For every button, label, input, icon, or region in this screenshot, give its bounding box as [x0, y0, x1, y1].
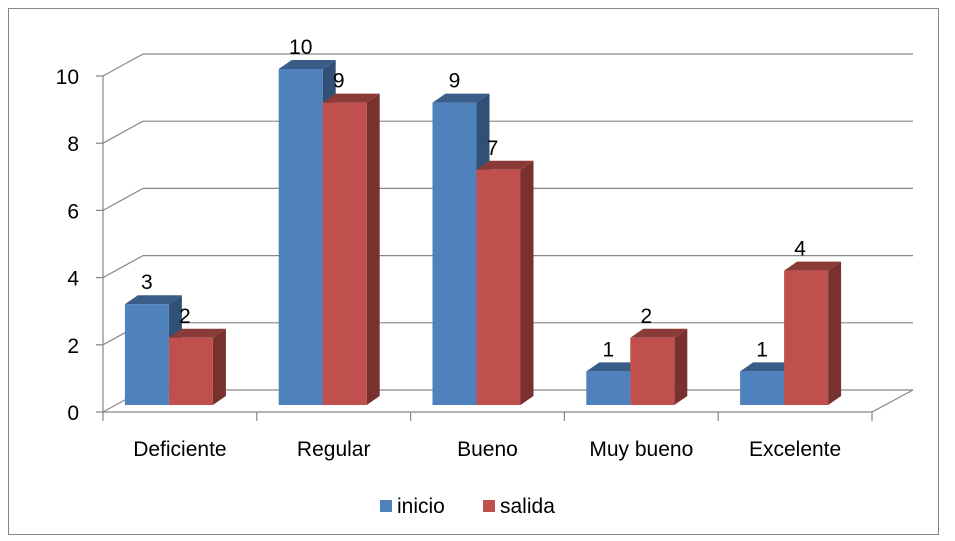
- data-label: 7: [487, 137, 499, 160]
- gridline-side: [102, 53, 144, 77]
- bar-front-face: [740, 371, 785, 405]
- bar-top-face: [630, 328, 688, 338]
- data-label: 10: [289, 36, 312, 59]
- floor-right-edge: [871, 389, 914, 413]
- x-category-label: Regular: [297, 438, 371, 461]
- bar-side-face: [212, 328, 226, 405]
- gridline-side: [102, 187, 144, 211]
- gridline-side: [102, 255, 144, 279]
- y-tick-label: 8: [67, 133, 79, 156]
- bar-front-face: [432, 102, 477, 405]
- gridline-side: [102, 120, 144, 144]
- data-label: 2: [640, 305, 652, 328]
- bar-top-face: [278, 60, 336, 69]
- y-tick-label: 6: [67, 200, 79, 223]
- bar-front-face: [586, 371, 631, 405]
- legend-item-salida: salida: [483, 495, 555, 518]
- bar-side-face: [828, 261, 842, 405]
- bar-front-face: [168, 337, 213, 405]
- legend-label: inicio: [397, 495, 445, 518]
- bar-top-face: [322, 93, 380, 103]
- bar-salida: [322, 93, 380, 405]
- bar-front-face: [476, 169, 521, 405]
- legend-swatch: [380, 500, 392, 512]
- bar-side-face: [520, 160, 534, 405]
- y-tick-label: 0: [67, 402, 79, 425]
- x-category-label: Excelente: [749, 438, 841, 461]
- axes: 0 2 4 6 8 10 Deficiente Regular Bueno Muy bueno Ex…: [56, 66, 873, 461]
- legend-item-inicio: inicio: [380, 495, 445, 518]
- y-tick-label: 2: [67, 335, 79, 358]
- bar-side-face: [366, 93, 380, 405]
- data-label: 1: [756, 338, 768, 361]
- data-label: 4: [794, 238, 806, 261]
- bar-side-face: [674, 328, 688, 405]
- bar-top-face: [432, 93, 490, 103]
- data-label: 9: [449, 70, 461, 93]
- bar-front-face: [322, 102, 367, 405]
- bars: [124, 60, 842, 405]
- bar-salida: [784, 261, 842, 405]
- data-labels: 3 2 10 9 9 7 1 2 1 4: [141, 36, 806, 361]
- bar-top-face: [784, 261, 842, 271]
- y-tick-label: 4: [67, 268, 79, 291]
- bar-front-face: [278, 69, 323, 405]
- bar-top-face: [476, 160, 534, 170]
- legend-label: salida: [500, 495, 555, 518]
- data-label: 9: [333, 70, 345, 93]
- bar-top-face: [740, 362, 798, 372]
- bar-front-face: [630, 337, 675, 405]
- x-category-label: Muy bueno: [589, 438, 693, 461]
- legend-swatch: [483, 500, 495, 512]
- x-category-label: Bueno: [457, 438, 518, 461]
- bar-front-face: [784, 270, 829, 405]
- x-category-label: Deficiente: [133, 438, 226, 461]
- bar-salida: [476, 160, 534, 405]
- legend: inicio salida: [380, 495, 555, 518]
- bar-top-face: [124, 295, 182, 305]
- bar-salida: [630, 328, 688, 405]
- bar-salida: [168, 328, 226, 405]
- data-label: 2: [179, 305, 191, 328]
- data-label: 3: [141, 271, 153, 294]
- bar-top-face: [168, 328, 226, 338]
- bar-top-face: [586, 362, 644, 372]
- y-tick-label: 10: [56, 66, 79, 89]
- bar-front-face: [124, 304, 169, 405]
- data-label: 1: [602, 338, 614, 361]
